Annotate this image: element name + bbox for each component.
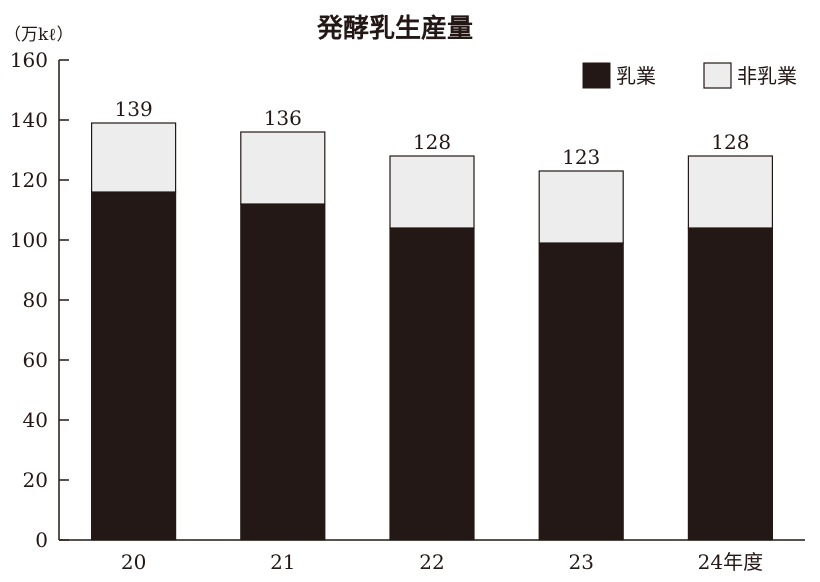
bar-non-dairy <box>90 122 177 193</box>
y-tick-label: 20 <box>23 468 48 492</box>
bar-non-dairy <box>538 170 624 244</box>
x-tick-label: 20 <box>121 550 146 574</box>
bar-total-label: 128 <box>711 130 749 154</box>
x-tick-label: 22 <box>419 550 444 574</box>
bar-total-label: 123 <box>562 145 600 169</box>
legend: 乳業 非乳業 <box>582 62 797 89</box>
legend-swatch-dairy <box>582 62 611 89</box>
bar-total-label: 136 <box>264 106 302 130</box>
bar-dairy <box>240 203 326 541</box>
y-tick-label: 80 <box>23 288 48 312</box>
legend-label-dairy: 乳業 <box>616 64 656 88</box>
y-tick-label: 40 <box>23 408 48 432</box>
bar-non-dairy <box>240 131 326 205</box>
y-tick-label: 60 <box>23 348 48 372</box>
y-tick-label: 0 <box>35 528 48 552</box>
plot-area: 0 20 40 60 80 100 120 140 160 139 20 136 21 128 22 123 2… <box>10 48 805 574</box>
y-tick-label: 140 <box>10 108 48 132</box>
y-axis-unit-label: （万kℓ） <box>4 25 73 45</box>
y-tick-label: 160 <box>10 48 48 72</box>
bar-non-dairy <box>389 155 475 229</box>
legend-label-non-dairy: 非乳業 <box>737 64 797 88</box>
bar-non-dairy <box>687 155 774 229</box>
bar-dairy <box>389 227 475 541</box>
chart-title: 発酵乳生産量 <box>316 13 473 44</box>
bar-total-label: 128 <box>413 130 451 154</box>
x-tick-label: 21 <box>270 550 295 574</box>
y-tick-label: 100 <box>10 228 48 252</box>
bar-dairy <box>538 242 624 541</box>
bar-total-label: 139 <box>115 97 153 121</box>
bar-dairy <box>687 227 774 541</box>
x-tick-label: 24年度 <box>698 550 763 574</box>
legend-swatch-non-dairy <box>703 62 732 89</box>
bar-dairy <box>90 191 177 541</box>
x-tick-label: 23 <box>568 550 593 574</box>
y-tick-label: 120 <box>10 168 48 192</box>
